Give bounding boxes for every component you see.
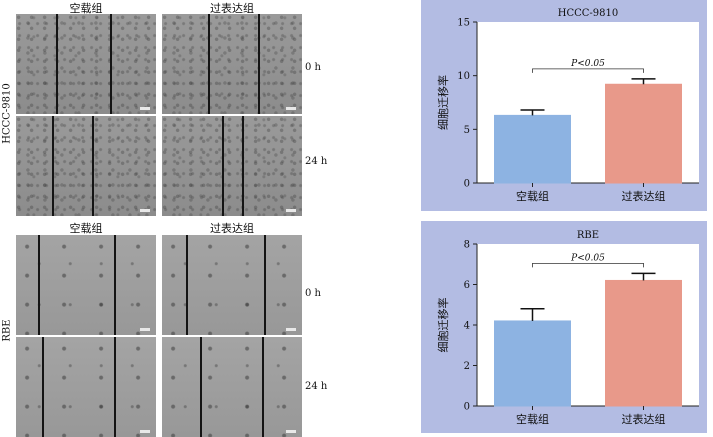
time-label-0h: 0 h (305, 288, 321, 299)
chart-panel-hccc: HCCC-9810 0 5 10 15 细胞迁移率空载组 过表达组 P<0.05 (421, 0, 707, 211)
micrograph-hccc-over-0h (162, 14, 302, 114)
micrograph-hccc-control-0h (16, 14, 156, 114)
chart-panel-rbe: RBE 0 2 4 6 8 细胞迁移率空载组 过表达组 P<0.05 (421, 221, 707, 433)
time-label-24h: 24 h (305, 156, 328, 167)
micrograph-hccc-control-24h (16, 116, 156, 216)
micrograph-rbe-control-24h (16, 337, 156, 437)
significance-label: P<0.05 (570, 59, 605, 69)
x-tick-label: 空载组 (516, 189, 549, 203)
micrograph-rbe-over-24h (162, 337, 302, 437)
bar (605, 279, 682, 407)
col-label-overexpression: 过表达组 (210, 222, 254, 235)
col-label-overexpression: 过表达组 (210, 2, 254, 15)
micrograph-rbe-over-0h (162, 235, 302, 335)
y-tick-label: 10 (457, 71, 470, 82)
row-label-rbe: RBE (1, 319, 13, 342)
x-tick-label: 过表达组 (622, 412, 666, 426)
x-tick-label: 过表达组 (622, 189, 666, 203)
col-label-control: 空载组 (69, 2, 103, 15)
bar (605, 83, 682, 184)
time-label-0h: 0 h (305, 62, 321, 73)
bar (494, 114, 571, 184)
chart-title: HCCC-9810 (558, 8, 619, 19)
bar (494, 320, 571, 407)
x-tick-label: 空载组 (516, 412, 549, 426)
y-tick-label: 4 (464, 321, 470, 332)
y-tick-label: 0 (464, 179, 470, 190)
significance-bracket (532, 68, 644, 73)
col-label-control: 空载组 (69, 222, 103, 235)
y-tick-label: 8 (464, 240, 470, 251)
significance-label: P<0.05 (570, 253, 605, 263)
micrograph-hccc-over-24h (162, 116, 302, 216)
row-label-hccc: HCCC-9810 (1, 83, 13, 144)
y-tick-label: 6 (464, 280, 470, 291)
y-axis-label: 细胞迁移率 (436, 75, 450, 130)
y-tick-label: 0 (464, 402, 470, 413)
significance-bracket (532, 262, 644, 268)
chart-title: RBE (577, 230, 599, 241)
micrograph-rbe-control-0h (16, 235, 156, 335)
time-label-24h: 24 h (305, 381, 328, 392)
y-tick-label: 15 (457, 18, 470, 29)
y-tick-label: 2 (464, 361, 470, 372)
y-tick-label: 5 (464, 125, 470, 136)
y-axis-label: 细胞迁移率 (436, 298, 450, 353)
